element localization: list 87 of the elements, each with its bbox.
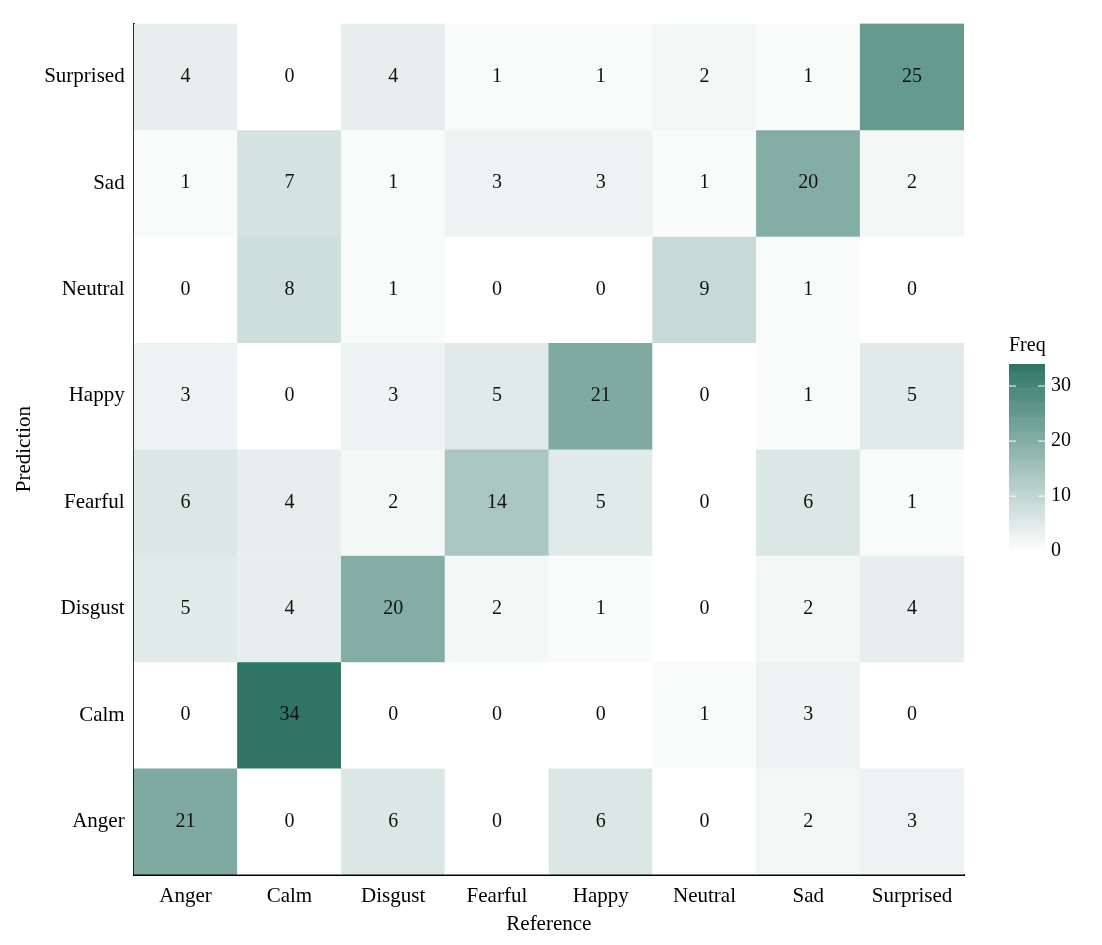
y-tick-label: Fearful (64, 488, 125, 513)
data-label: 6 (595, 808, 606, 831)
data-label: 0 (284, 64, 295, 87)
x-tick-label: Anger (159, 882, 212, 907)
data-label: 6 (388, 808, 399, 831)
data-label: 1 (803, 383, 814, 406)
data-label: 4 (284, 595, 295, 618)
x-tick-label: Happy (572, 882, 630, 907)
data-label: 0 (699, 595, 710, 618)
data-label: 3 (803, 702, 814, 725)
color-bar-label: 10 (1051, 483, 1071, 506)
data-label: 21 (590, 383, 611, 406)
x-tick-label: Neutral (673, 882, 737, 907)
data-label: 0 (699, 808, 710, 831)
data-label: 1 (699, 702, 710, 725)
data-label: 8 (284, 276, 295, 299)
data-label: 0 (284, 383, 295, 406)
y-tick-label: Surprised (44, 63, 126, 88)
data-label: 1 (907, 489, 918, 512)
y-tick-label: Neutral (61, 276, 125, 301)
data-label: 0 (180, 276, 191, 299)
data-label: 3 (388, 383, 399, 406)
data-label: 0 (284, 808, 295, 831)
data-label: 3 (491, 170, 502, 193)
data-label: 5 (595, 489, 606, 512)
y-axis-title: Prediction (11, 405, 36, 493)
data-label: 5 (180, 595, 191, 618)
data-label: 2 (803, 595, 814, 618)
x-tick-label: Calm (266, 882, 313, 907)
data-label: 0 (388, 702, 399, 725)
data-label: 3 (595, 170, 606, 193)
data-label: 0 (699, 489, 710, 512)
data-label: 3 (180, 383, 191, 406)
data-label: 4 (180, 64, 191, 87)
color-bar-label: 30 (1051, 373, 1071, 396)
y-tick-label: Anger (72, 807, 125, 832)
y-tick-label: Happy (68, 382, 126, 407)
data-label: 14 (486, 489, 507, 512)
data-label: 1 (595, 595, 606, 618)
data-label: 1 (388, 276, 399, 299)
data-label: 2 (699, 64, 710, 87)
data-label: 20 (383, 595, 404, 618)
data-label: 4 (388, 64, 399, 87)
data-label: 1 (180, 170, 191, 193)
data-label: 20 (798, 170, 819, 193)
data-label: 2 (388, 489, 399, 512)
y-tick-label: Disgust (60, 595, 125, 620)
data-label: 0 (180, 702, 191, 725)
x-tick-label: Sad (792, 882, 825, 907)
x-tick-label: Disgust (361, 882, 426, 907)
data-label: 0 (595, 702, 606, 725)
data-label: 3 (907, 808, 918, 831)
legend-title: Freq (1009, 333, 1046, 357)
data-label: 25 (902, 64, 923, 87)
y-tick-label: Sad (93, 169, 126, 194)
x-tick-label: Surprised (871, 882, 953, 907)
data-label: 6 (803, 489, 814, 512)
data-label: 1 (595, 64, 606, 87)
color-bar-label: 20 (1051, 428, 1071, 451)
data-label: 0 (595, 276, 606, 299)
data-label: 1 (699, 170, 710, 193)
data-label: 7 (284, 170, 295, 193)
data-label: 0 (491, 808, 502, 831)
data-label: 0 (907, 276, 918, 299)
color-bar-label: 0 (1051, 538, 1061, 561)
data-label: 2 (803, 808, 814, 831)
data-label: 0 (699, 383, 710, 406)
x-axis-title: Reference (506, 910, 592, 935)
data-label: 34 (279, 702, 300, 725)
data-label: 2 (491, 595, 502, 618)
y-tick-label: Calm (79, 701, 125, 726)
data-label: 6 (180, 489, 191, 512)
data-label: 0 (907, 702, 918, 725)
data-label: 5 (907, 383, 918, 406)
x-tick-label: Fearful (466, 882, 528, 907)
data-label: 9 (699, 276, 710, 299)
data-label: 1 (803, 64, 814, 87)
data-label: 1 (388, 170, 399, 193)
data-label: 4 (907, 595, 918, 618)
data-label: 21 (175, 808, 196, 831)
data-label: 2 (907, 170, 918, 193)
data-label: 5 (491, 383, 502, 406)
data-label: 1 (491, 64, 502, 87)
data-label: 0 (491, 702, 502, 725)
data-label: 0 (491, 276, 502, 299)
data-label: 1 (803, 276, 814, 299)
data-label: 4 (284, 489, 295, 512)
